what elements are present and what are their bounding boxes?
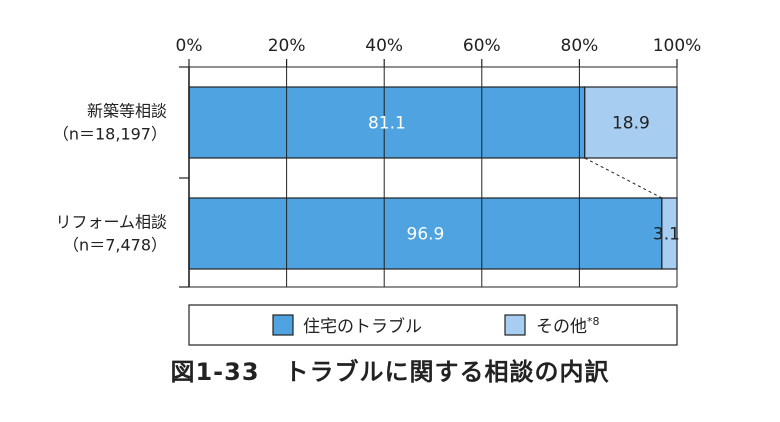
bar-segment-2-1: [188, 197, 663, 270]
bar-segment-1-2: [584, 86, 678, 159]
bars-layer: [188, 86, 678, 270]
x-tick-label: 0%: [176, 36, 203, 56]
category-n-label: （n＝18,197）: [53, 125, 167, 144]
legend-footnote-mark: *8: [587, 315, 600, 328]
grid-layer: [179, 59, 678, 288]
category-label: リフォーム相談: [55, 213, 167, 232]
connector-line: [584, 157, 663, 199]
legend-label-1: 住宅のトラブル: [303, 316, 422, 337]
x-tick-label: 80%: [561, 36, 599, 56]
x-tick-label: 100%: [653, 36, 702, 56]
legend-swatch-1: [272, 314, 294, 336]
x-tick-label: 20%: [268, 36, 306, 56]
labels-layer: 0% 20% 40% 60% 80% 100% 新築等相談 （n＝18,197） リフォーム相談…: [53, 36, 701, 255]
data-label-1-2: 18.9: [612, 114, 650, 134]
bar-segment-1-1: [188, 86, 586, 159]
data-label-1-1: 81.1: [368, 114, 406, 134]
legend-swatch-2: [504, 314, 526, 336]
stacked-bar-chart: 0% 20% 40% 60% 80% 100% 新築等相談 （n＝18,197） リフォーム相談…: [53, 36, 701, 346]
data-label-2-1: 96.9: [407, 225, 445, 245]
x-tick-label: 60%: [463, 36, 501, 56]
data-label-2-2: 3.1: [653, 225, 680, 245]
legend-label-2: その他*8: [536, 315, 600, 337]
legend-box: [188, 304, 678, 346]
figure-caption: 図1-33 トラブルに関する相談の内訳: [170, 358, 610, 386]
category-label: 新築等相談: [87, 102, 167, 121]
legend: 住宅のトラブル その他*8: [188, 304, 678, 346]
category-n-label: （n＝7,478）: [63, 236, 167, 255]
x-tick-label: 40%: [365, 36, 403, 56]
